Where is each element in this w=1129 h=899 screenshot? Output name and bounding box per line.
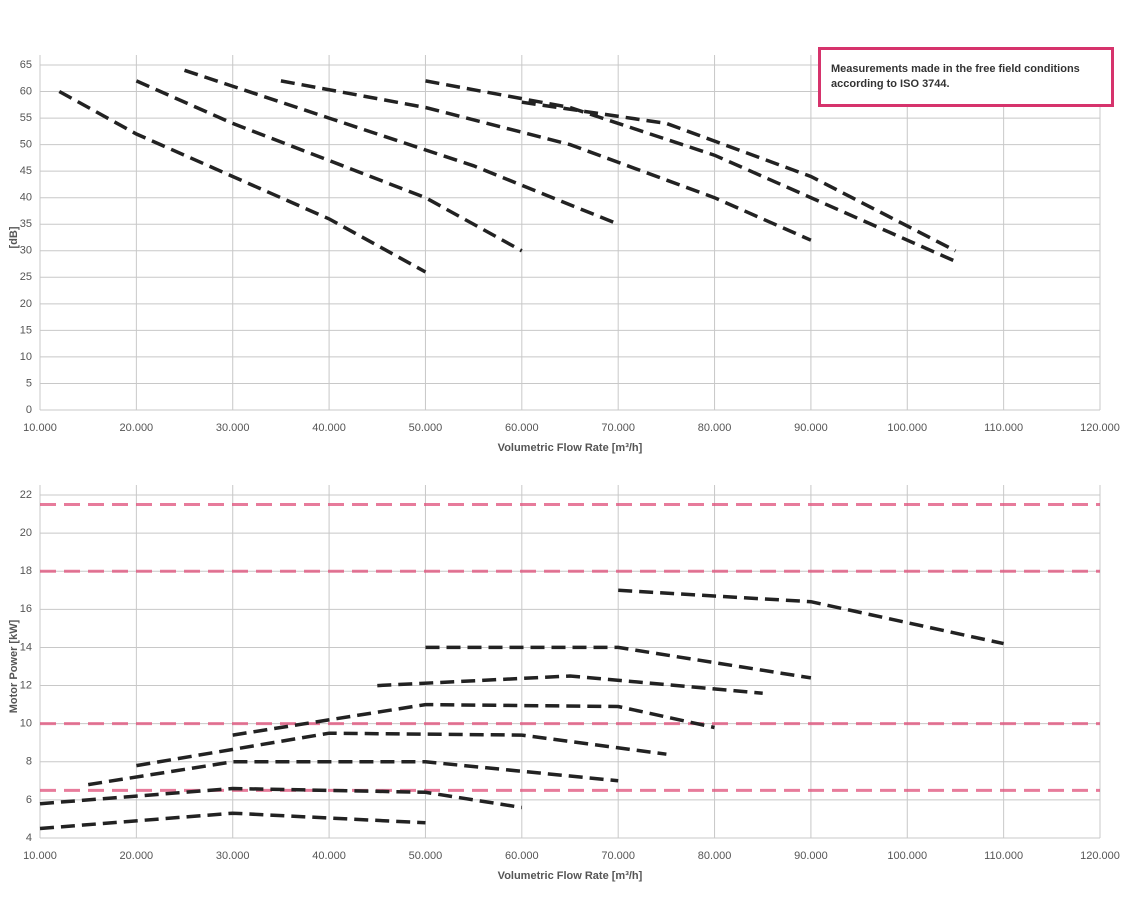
x-tick-label: 70.000 bbox=[601, 422, 635, 434]
y-tick-label: 0 bbox=[26, 404, 32, 416]
y-tick-label: 40 bbox=[20, 192, 32, 204]
series-line bbox=[377, 674, 763, 695]
y-tick-label: 20 bbox=[20, 298, 32, 310]
y-tick-label: 10 bbox=[20, 351, 32, 363]
series-line bbox=[39, 811, 426, 831]
x-tick-label: 100.000 bbox=[887, 422, 927, 434]
series-line bbox=[425, 79, 957, 264]
y-tick-label: 14 bbox=[20, 641, 32, 653]
series-line bbox=[136, 731, 667, 768]
series-line bbox=[135, 79, 523, 253]
x-tick-label: 90.000 bbox=[794, 850, 828, 862]
x-axis-label: Volumetric Flow Rate [m³/h] bbox=[498, 442, 643, 454]
x-tick-label: 100.000 bbox=[887, 850, 927, 862]
x-tick-label: 30.000 bbox=[216, 850, 250, 862]
series-line bbox=[232, 702, 715, 737]
y-axis-label: [dB] bbox=[8, 226, 20, 248]
series-line bbox=[280, 79, 812, 242]
x-tick-label: 60.000 bbox=[505, 422, 539, 434]
series-line bbox=[521, 100, 957, 253]
x-tick-label: 20.000 bbox=[120, 850, 154, 862]
y-tick-label: 12 bbox=[20, 679, 32, 691]
x-tick-label: 70.000 bbox=[601, 850, 635, 862]
series-line bbox=[87, 760, 619, 787]
series-line bbox=[58, 89, 427, 274]
y-tick-label: 60 bbox=[20, 85, 32, 97]
x-tick-label: 120.000 bbox=[1080, 850, 1120, 862]
x-tick-label: 110.000 bbox=[984, 422, 1023, 434]
x-tick-label: 40.000 bbox=[312, 422, 346, 434]
y-tick-label: 25 bbox=[20, 271, 32, 283]
y-axis-label: Motor Power [kW] bbox=[8, 619, 20, 713]
series-line bbox=[39, 786, 523, 810]
y-tick-label: 4 bbox=[26, 832, 32, 844]
x-tick-label: 10.000 bbox=[23, 850, 57, 862]
x-tick-label: 30.000 bbox=[216, 422, 250, 434]
x-tick-label: 110.000 bbox=[984, 850, 1023, 862]
y-tick-label: 16 bbox=[20, 603, 32, 615]
x-tick-label: 50.000 bbox=[409, 422, 443, 434]
x-tick-label: 80.000 bbox=[698, 422, 732, 434]
x-tick-label: 90.000 bbox=[794, 422, 828, 434]
x-axis-label: Volumetric Flow Rate [m³/h] bbox=[498, 870, 643, 882]
y-tick-label: 65 bbox=[20, 59, 32, 71]
y-tick-label: 45 bbox=[20, 165, 32, 177]
y-tick-label: 22 bbox=[20, 489, 32, 501]
x-tick-label: 10.000 bbox=[23, 422, 57, 434]
y-tick-label: 6 bbox=[26, 794, 32, 806]
y-tick-label: 30 bbox=[20, 245, 32, 257]
series-line bbox=[425, 645, 812, 680]
y-tick-label: 8 bbox=[26, 756, 32, 768]
x-tick-label: 80.000 bbox=[698, 850, 732, 862]
y-tick-label: 35 bbox=[20, 218, 32, 230]
x-tick-label: 120.000 bbox=[1080, 422, 1120, 434]
x-tick-label: 40.000 bbox=[312, 850, 346, 862]
y-tick-label: 55 bbox=[20, 112, 32, 124]
y-tick-label: 5 bbox=[26, 377, 32, 389]
y-tick-label: 18 bbox=[20, 565, 32, 577]
series-line bbox=[618, 588, 1004, 646]
x-tick-label: 60.000 bbox=[505, 850, 539, 862]
y-tick-label: 20 bbox=[20, 527, 32, 539]
x-tick-label: 20.000 bbox=[120, 422, 154, 434]
y-tick-label: 10 bbox=[20, 718, 32, 730]
x-tick-label: 50.000 bbox=[409, 850, 443, 862]
series-line bbox=[183, 68, 619, 226]
note-box: Measurements made in the free field cond… bbox=[818, 47, 1114, 107]
y-tick-label: 50 bbox=[20, 139, 32, 151]
y-tick-label: 15 bbox=[20, 324, 32, 336]
